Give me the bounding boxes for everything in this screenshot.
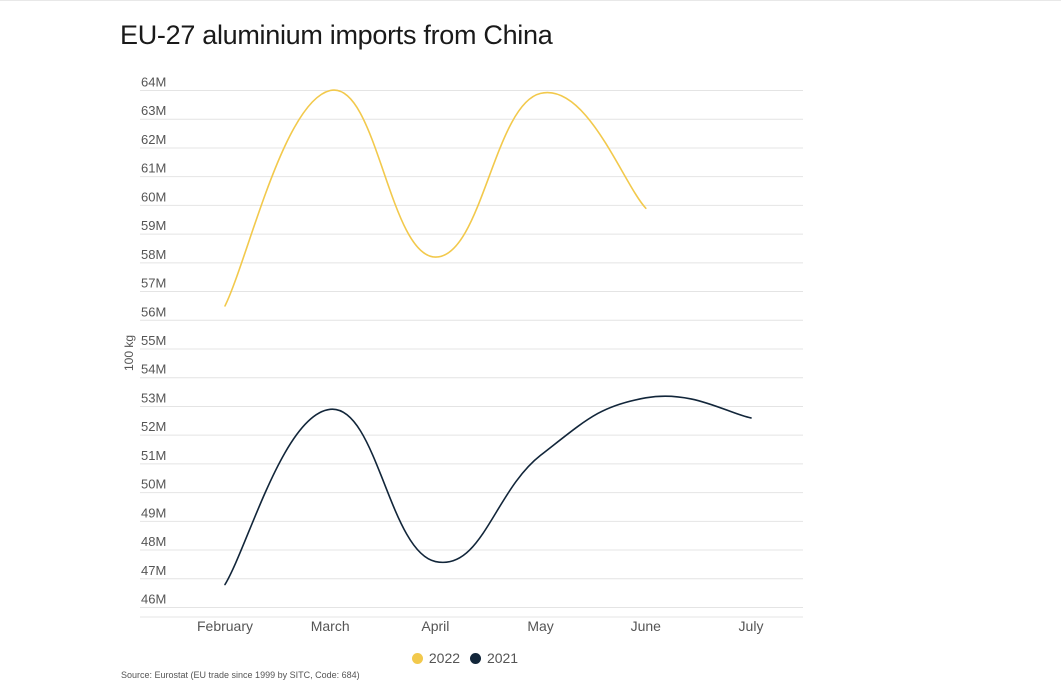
- top-divider: [0, 0, 1061, 1]
- y-tick-label: 55M: [141, 333, 166, 348]
- y-tick-label: 52M: [141, 419, 166, 434]
- x-tick-label: March: [311, 618, 350, 634]
- y-axis-label: 100 kg: [122, 335, 136, 371]
- source-note: Source: Eurostat (EU trade since 1999 by…: [121, 670, 360, 680]
- y-tick-label: 48M: [141, 534, 166, 549]
- y-tick-label: 53M: [141, 390, 166, 405]
- y-tick-label: 57M: [141, 276, 166, 291]
- legend-label-2022: 2022: [428, 650, 461, 666]
- chart-title: EU-27 aluminium imports from China: [120, 20, 553, 50]
- series-line-2021[interactable]: [224, 395, 752, 586]
- y-tick-label: 54M: [141, 362, 166, 377]
- y-tick-label: 60M: [141, 189, 166, 204]
- x-tick-label: February: [197, 618, 253, 634]
- y-tick-label: 61M: [141, 161, 166, 176]
- y-tick-label: 46M: [141, 592, 166, 607]
- y-tick-label: 58M: [141, 247, 166, 262]
- grid-lines: [140, 90, 803, 618]
- x-tick-label: May: [527, 618, 553, 634]
- y-tick-label: 63M: [141, 103, 166, 118]
- y-tick-label: 59M: [141, 218, 166, 233]
- y-tick-label: 56M: [141, 304, 166, 319]
- legend-label-2021: 2021: [486, 650, 519, 666]
- y-tick-label: 51M: [141, 448, 166, 463]
- y-tick-label: 47M: [141, 563, 166, 578]
- y-tick-label: 50M: [141, 477, 166, 492]
- x-tick-label: April: [421, 618, 449, 634]
- y-tick-label: 62M: [141, 132, 166, 147]
- series-line-2022[interactable]: [224, 89, 647, 307]
- legend-dot-2022: [411, 652, 423, 664]
- x-axis-ticks: February March April May June July: [197, 618, 763, 634]
- y-tick-label: 49M: [141, 505, 166, 520]
- legend: 2022 2021: [0, 650, 930, 667]
- legend-item-2022[interactable]: 2022: [411, 650, 461, 666]
- y-axis-ticks: 46M 47M 48M 49M 50M 51M 52M 53M 54M 55M 56M 57M 58M 5…: [141, 75, 166, 607]
- y-tick-label: 64M: [141, 75, 166, 90]
- series-lines: [224, 89, 752, 586]
- x-tick-label: June: [631, 618, 662, 634]
- legend-item-2021[interactable]: 2021: [469, 650, 519, 666]
- x-tick-label: July: [739, 618, 764, 634]
- legend-dot-2021: [469, 652, 481, 664]
